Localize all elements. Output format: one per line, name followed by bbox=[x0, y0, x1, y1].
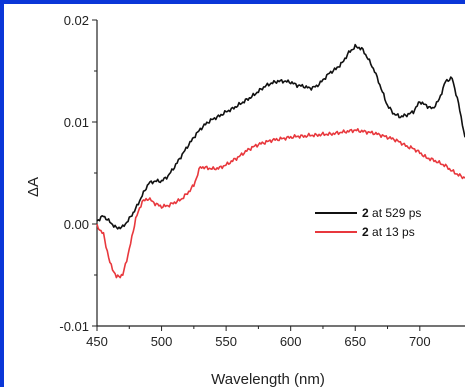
y-tick-label: 0.01 bbox=[64, 115, 89, 130]
axes: 450 500 550 600 650 700 -0.01 0.00 0.01 0.02 bbox=[59, 13, 465, 349]
series-line-529ps bbox=[96, 43, 465, 230]
legend-compound-number: 2 bbox=[362, 206, 369, 220]
series-layer bbox=[96, 43, 465, 279]
x-tick-label: 500 bbox=[151, 334, 173, 349]
y-tick-label: 0.00 bbox=[64, 217, 89, 232]
legend-compound-number: 2 bbox=[362, 225, 369, 239]
legend: 2 at 529 ps2 at 13 ps bbox=[315, 206, 421, 239]
chart-svg: 450 500 550 600 650 700 -0.01 0.00 0.01 0.02 2 at… bbox=[25, 13, 465, 387]
legend-label-13ps: 2 at 13 ps bbox=[362, 225, 415, 239]
x-tick-label: 650 bbox=[344, 334, 366, 349]
x-tick-label: 600 bbox=[280, 334, 302, 349]
legend-time-label: at 13 ps bbox=[369, 225, 415, 239]
x-tick-label: 550 bbox=[215, 334, 237, 349]
y-tick-label: -0.01 bbox=[59, 319, 89, 334]
x-tick-label: 700 bbox=[409, 334, 431, 349]
chart-panel: 450 500 550 600 650 700 -0.01 0.00 0.01 0.02 2 at… bbox=[4, 4, 465, 387]
y-axis-title: ΔA bbox=[25, 177, 42, 197]
x-axis-title: Wavelength (nm) bbox=[211, 371, 325, 387]
legend-time-label: at 529 ps bbox=[369, 206, 422, 220]
y-tick-label: 0.02 bbox=[64, 13, 89, 28]
series-line-13ps bbox=[96, 128, 465, 279]
legend-label-529ps: 2 at 529 ps bbox=[362, 206, 421, 220]
x-tick-label: 450 bbox=[86, 334, 108, 349]
